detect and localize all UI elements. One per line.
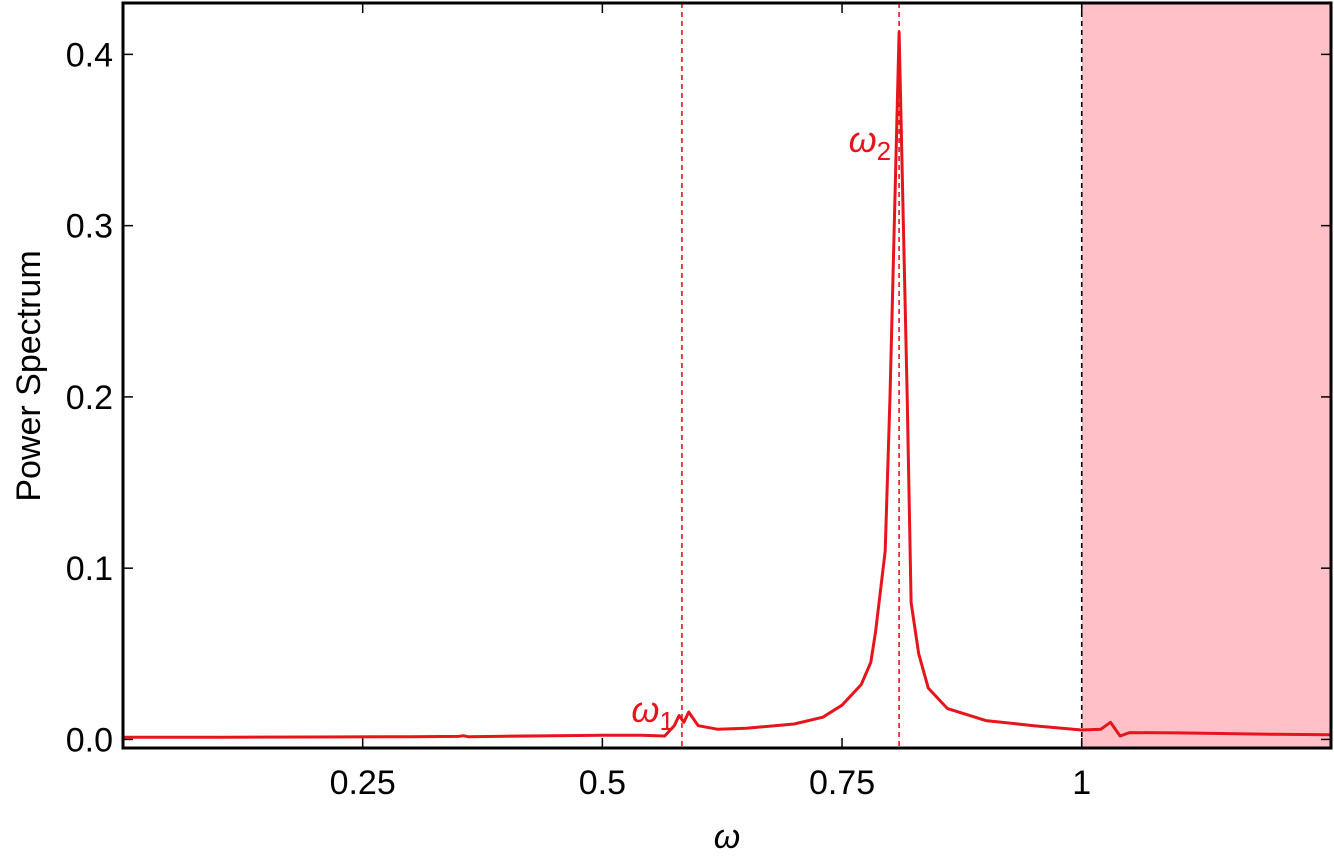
x-tick-label: 0.25 — [330, 764, 396, 802]
x-tick-label: 0.5 — [579, 764, 626, 802]
x-tick-label: 0.75 — [809, 764, 875, 802]
y-tick-label: 0.2 — [66, 379, 113, 417]
x-axis-label: ω — [714, 818, 740, 856]
annotation-symbol: ω — [631, 689, 659, 730]
shaded-region — [1081, 3, 1331, 748]
y-axis-label: Power Spectrum — [10, 250, 48, 501]
y-tick-label: 0.4 — [66, 36, 113, 74]
annotation-symbol: ω — [849, 119, 877, 160]
y-tick-label: 0.3 — [66, 208, 113, 246]
data-line — [123, 30, 1332, 739]
y-tick-label: 0.1 — [66, 550, 113, 588]
y-tick-label: 0.0 — [66, 721, 113, 759]
annotation-subscript: 1 — [659, 706, 673, 736]
x-tick-label: 1 — [1072, 764, 1091, 802]
annotation: ω1 — [631, 689, 674, 736]
annotation-subscript: 2 — [877, 136, 891, 166]
annotation: ω2 — [849, 119, 892, 166]
plot-frame — [121, 1, 1333, 750]
